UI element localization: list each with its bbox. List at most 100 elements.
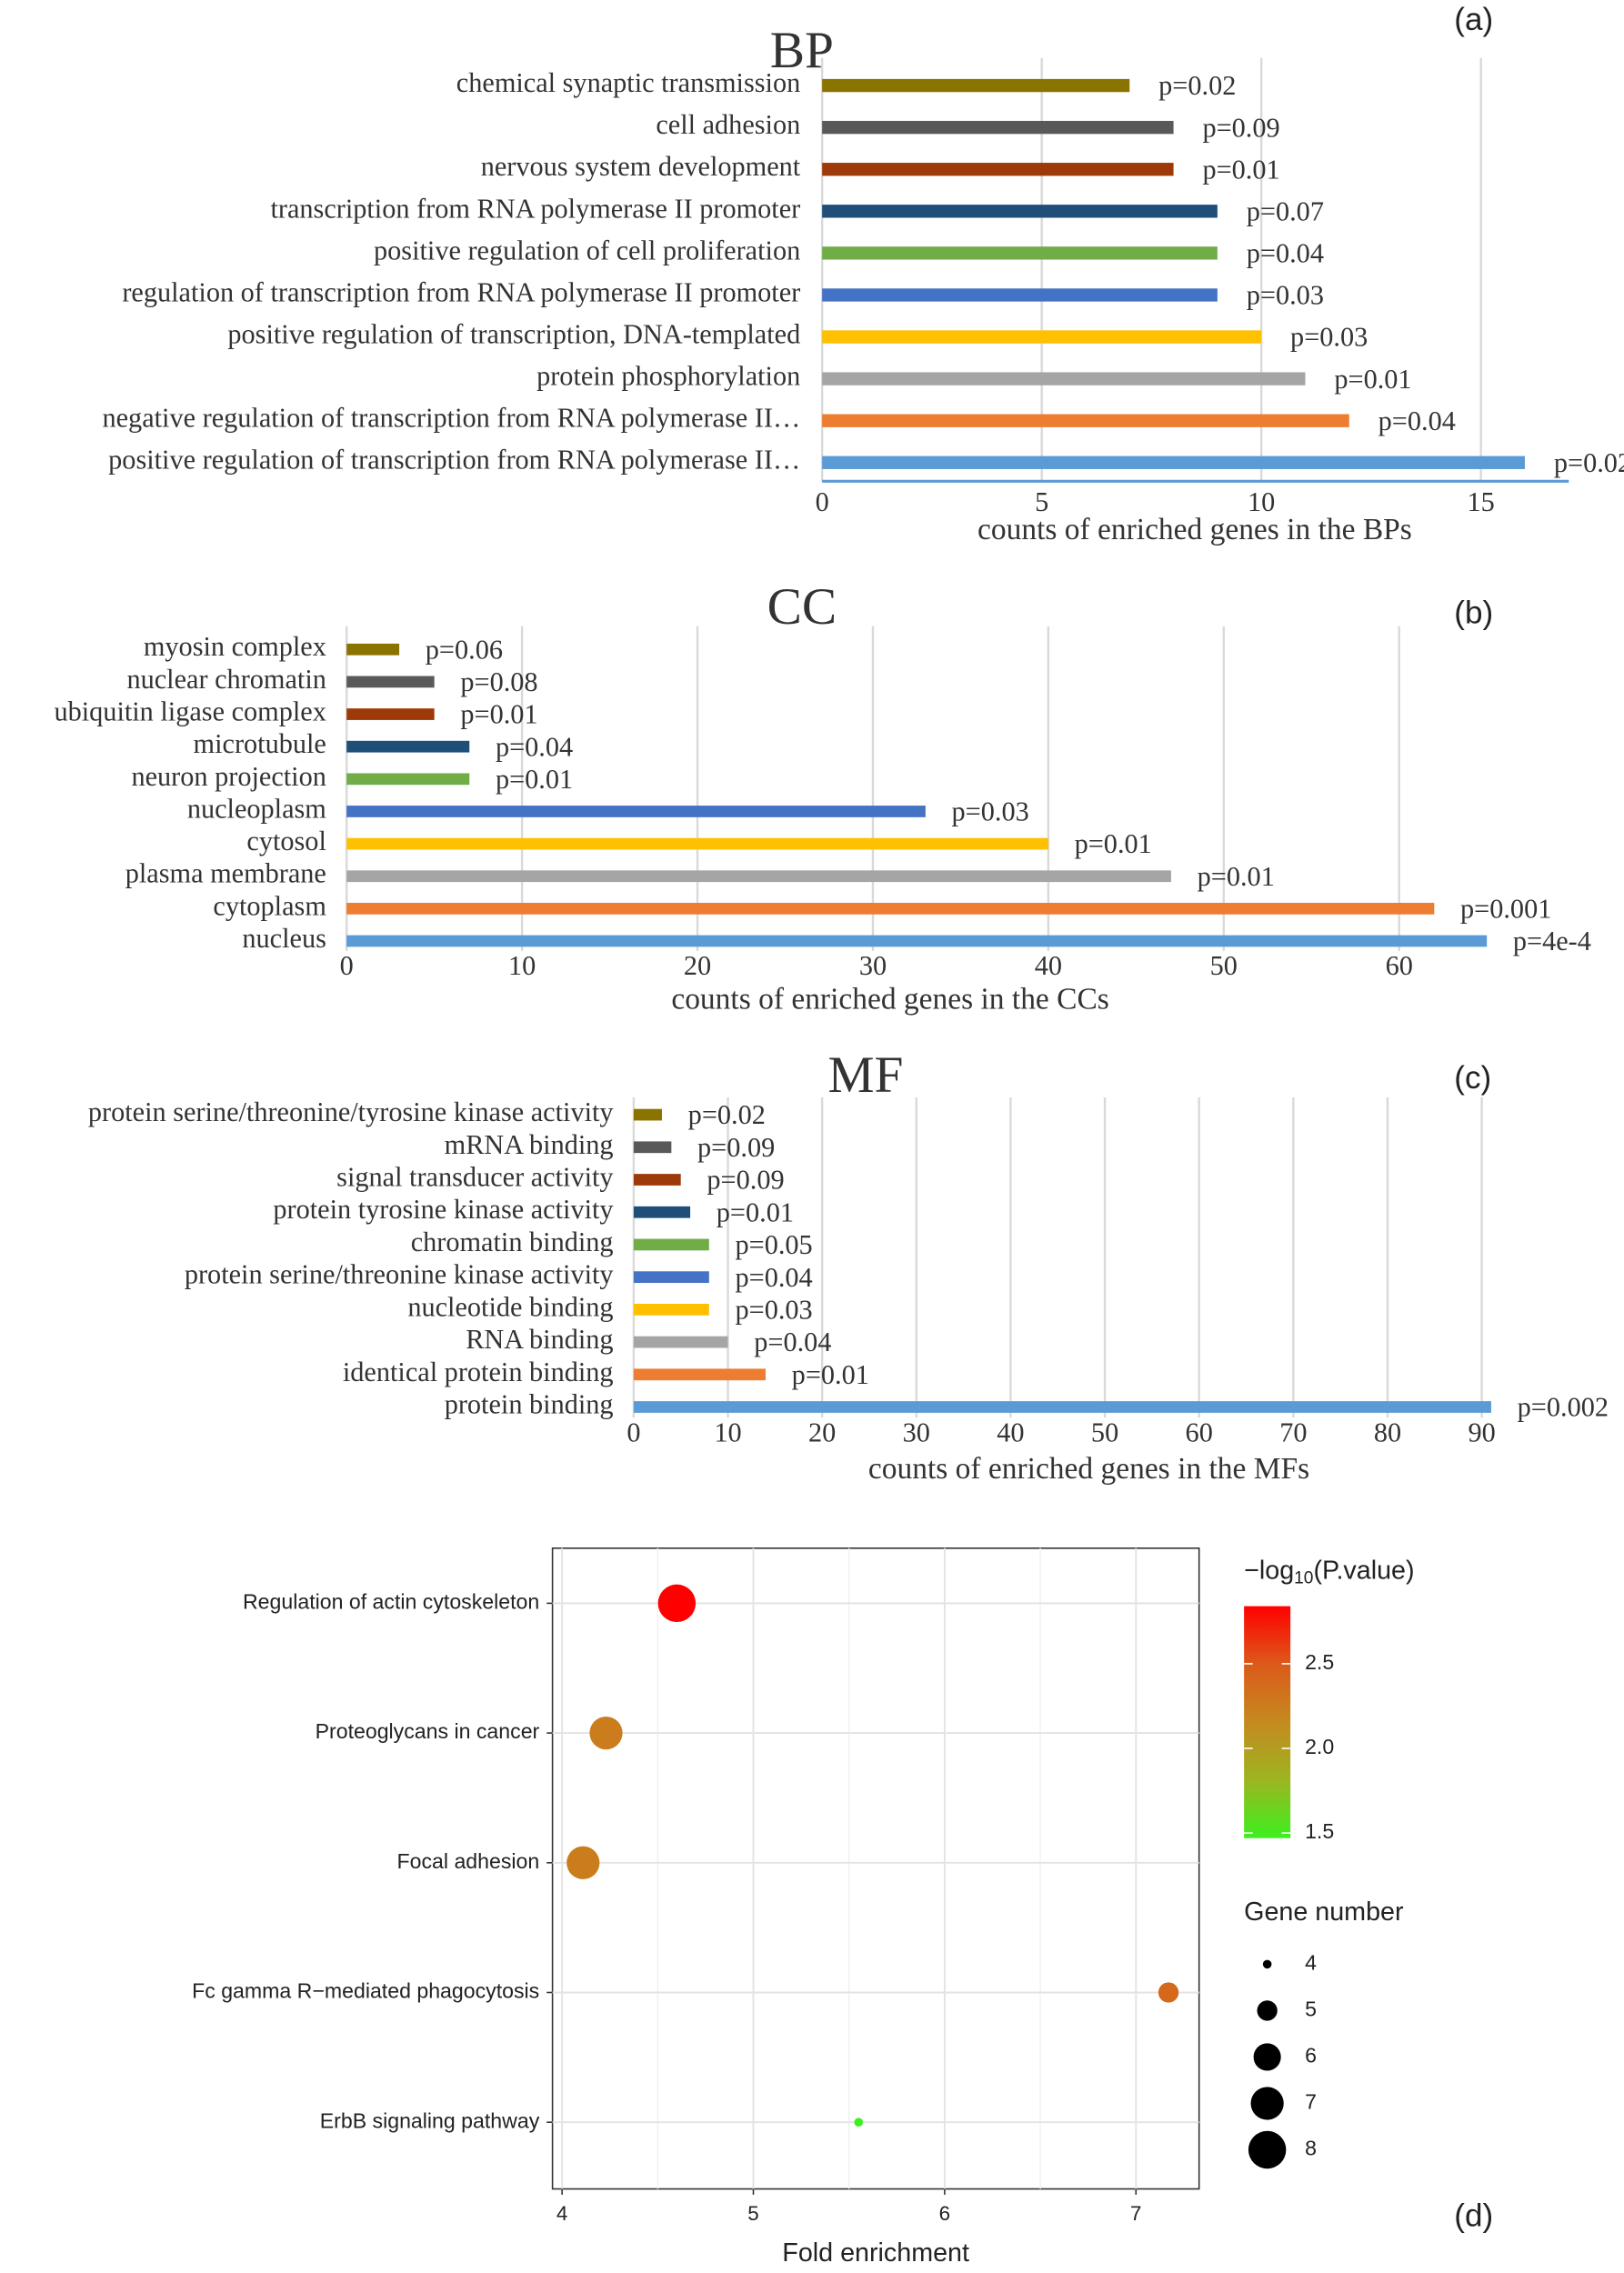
size-legend-label: 5 [1305,1998,1317,2021]
p-value-label: p=0.01 [1075,828,1152,859]
x-tick-label: 0 [627,1417,640,1447]
bar [346,935,1488,947]
bar [633,1303,709,1316]
bar [633,1238,709,1251]
bar [633,1271,709,1284]
x-tick-label: 30 [859,950,887,981]
panel-label: (d) [1454,2198,1493,2234]
x-axis-title: Fold enrichment [782,2238,969,2268]
category-label: transcription from RNA polymerase II pro… [270,193,800,224]
category-label: negative regulation of transcription fro… [102,403,800,434]
x-tick-label: 6 [939,2202,950,2225]
colorbar-tick-label: 2.5 [1305,1650,1334,1674]
bubble [566,1846,600,1879]
y-tick-label: Focal adhesion [397,1849,540,1873]
bar [346,676,435,688]
size-legend-key [1250,2087,1284,2120]
size-legend-key [1262,1959,1272,1969]
category-label: identical protein binding [343,1357,614,1387]
y-tick-label: ErbB signaling pathway [320,2108,540,2132]
x-axis-title: counts of enriched genes in the BPs [977,513,1412,546]
category-label: protein serine/threonine/tyrosine kinase… [88,1096,615,1127]
x-tick-label: 40 [1035,950,1062,981]
plot-area [551,1547,1200,2190]
x-axis-title: counts of enriched genes in the CCs [671,982,1108,1016]
category-label: plasma membrane [125,858,326,889]
bar [346,870,1171,883]
p-value-label: p=0.04 [1247,238,1324,269]
bar [633,1401,1491,1413]
category-label: mRNA binding [445,1129,614,1160]
x-tick-label: 50 [1210,950,1238,981]
p-value-label: p=0.01 [717,1197,794,1227]
bar [346,643,400,656]
bar [633,1108,662,1121]
p-value-label: p=4e-4 [1513,926,1591,956]
y-tick-label: Regulation of actin cytoskeleton [243,1590,539,1614]
x-tick-label: 50 [1091,1417,1118,1447]
p-value-label: p=0.03 [1247,280,1324,311]
x-tick-label: 80 [1374,1417,1401,1447]
p-value-label: p=0.01 [1334,364,1411,395]
x-tick-label: 30 [903,1417,930,1447]
x-tick-label: 20 [808,1417,836,1447]
p-value-label: p=0.03 [735,1295,812,1326]
bar [346,773,470,786]
x-tick-label: 40 [997,1417,1024,1447]
p-value-label: p=0.03 [1290,322,1368,353]
category-label: chromatin binding [411,1227,614,1257]
bar [633,1336,728,1348]
bar [633,1206,691,1218]
category-label: positive regulation of transcription fro… [108,445,800,476]
p-value-label: p=0.04 [1378,406,1456,436]
y-tick-label: Fc gamma R−mediated phagocytosis [192,1979,539,2003]
y-tick-label: Proteoglycans in cancer [316,1719,540,1743]
category-label: cytoplasm [213,890,326,921]
p-value-label: p=0.04 [735,1262,812,1293]
p-value-label: p=0.07 [1247,195,1324,226]
p-value-label: p=0.01 [496,764,573,795]
category-label: protein phosphorylation [536,361,800,392]
x-tick-label: 0 [340,950,354,981]
p-value-label: p=0.04 [496,731,573,762]
size-legend-label: 8 [1305,2137,1317,2160]
category-label: myosin complex [144,631,326,662]
x-tick-label: 5 [1035,486,1048,517]
p-value-label: p=0.03 [952,796,1029,827]
p-value-label: p=0.09 [707,1165,784,1196]
x-tick-label: 10 [1248,486,1275,517]
category-label: positive regulation of cell proliferatio… [374,235,800,265]
p-value-label: p=0.09 [1202,112,1279,143]
chart-title: MF [828,1046,904,1104]
p-value-label: p=0.001 [1460,894,1551,925]
p-value-label: p=0.09 [697,1132,775,1163]
p-value-label: p=0.05 [735,1229,812,1260]
bar [822,246,1218,260]
category-label: nucleoplasm [187,793,326,824]
category-label: protein tyrosine kinase activity [273,1194,614,1225]
bar [822,120,1174,135]
x-tick-label: 0 [816,486,829,517]
category-label: protein binding [445,1388,614,1419]
category-label: neuron projection [131,761,326,792]
colorbar-tick-label: 1.5 [1305,1819,1334,1843]
size-legend-key [1248,2130,1287,2169]
panel-label: (a) [1454,2,1493,37]
legend-title: Gene number [1244,1898,1404,1927]
category-label: signal transducer activity [336,1161,614,1192]
size-legend-label: 6 [1305,2044,1317,2068]
x-tick-label: 70 [1279,1417,1307,1447]
p-value-label: p=0.02 [1554,447,1624,478]
x-tick-label: 10 [508,950,536,981]
bar [822,372,1306,386]
p-value-label: p=0.01 [1202,154,1279,185]
bar [822,163,1174,176]
size-legend-key [1253,2043,1281,2071]
bar [822,456,1525,469]
bar [633,1174,681,1186]
legend-title: −log10(P.value) [1244,1556,1414,1587]
category-label: chemical synaptic transmission [456,67,800,98]
colorbar [1244,1606,1291,1838]
chart-title: CC [767,578,837,636]
bar [822,414,1349,427]
